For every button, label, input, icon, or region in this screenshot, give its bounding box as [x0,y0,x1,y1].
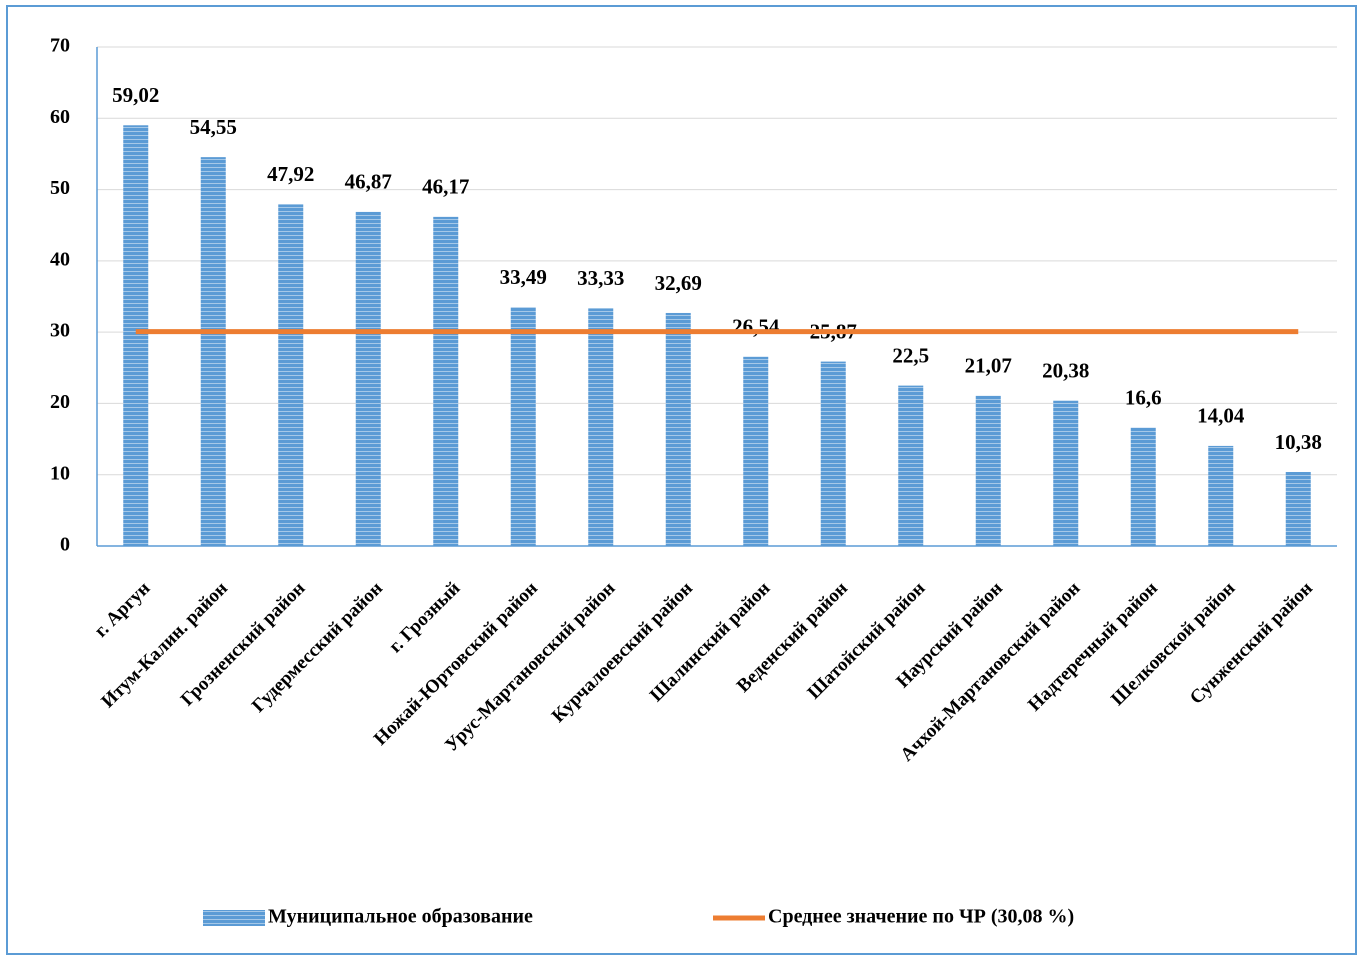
y-tick-label: 60 [50,106,70,128]
bar [355,211,381,546]
data-label: 33,33 [577,266,624,290]
bar [820,361,846,546]
bar [510,307,536,546]
data-label: 32,69 [655,271,702,295]
x-tick-label: Курчалоевский район [548,578,697,727]
x-tick-label: Итум-Калин. район [97,578,231,712]
y-tick-label: 10 [50,462,70,484]
bar [898,385,924,546]
data-label: 20,38 [1042,359,1089,383]
y-tick-label: 0 [60,534,70,556]
data-label: 21,07 [965,354,1012,378]
y-tick-label: 20 [50,391,70,413]
bar [588,308,614,546]
x-tick-label: Гудермесский район [248,578,387,717]
y-tick-label: 40 [50,248,70,270]
data-label: 26,54 [732,315,780,339]
data-label: 46,17 [422,175,469,199]
bar [1285,472,1311,546]
data-label: 47,92 [267,162,314,186]
data-label: 59,02 [112,83,159,107]
bar [1053,400,1079,546]
legend-label: Муниципальное образование [268,906,533,928]
bar [1208,445,1234,546]
data-label: 16,6 [1125,385,1162,409]
y-tick-label: 50 [50,177,70,199]
bar [123,125,149,546]
bar [975,395,1001,546]
legend-label: Среднее значение по ЧР (30,08 %) [768,906,1074,928]
bar [278,204,304,546]
data-label: 33,49 [500,265,547,289]
bar [1130,427,1156,546]
x-tick-label: Надтеречный район [1024,578,1162,716]
data-label: 22,5 [892,343,929,367]
data-label: 54,55 [190,115,237,139]
data-label: 14,04 [1197,404,1245,428]
x-tick-label: г. Грозный [385,578,464,657]
bar [433,216,459,547]
bar [743,356,769,546]
bar [665,312,691,546]
x-tick-label: г. Аргун [90,578,154,642]
data-label: 46,87 [345,170,392,194]
y-tick-label: 30 [50,320,70,342]
frame [6,5,1357,955]
bar [200,157,226,547]
y-tick-label: 70 [50,35,70,57]
x-tick-label: Ножай-Юртовский район [370,578,542,750]
data-label: 10,38 [1275,430,1322,454]
legend-swatch [203,910,265,926]
